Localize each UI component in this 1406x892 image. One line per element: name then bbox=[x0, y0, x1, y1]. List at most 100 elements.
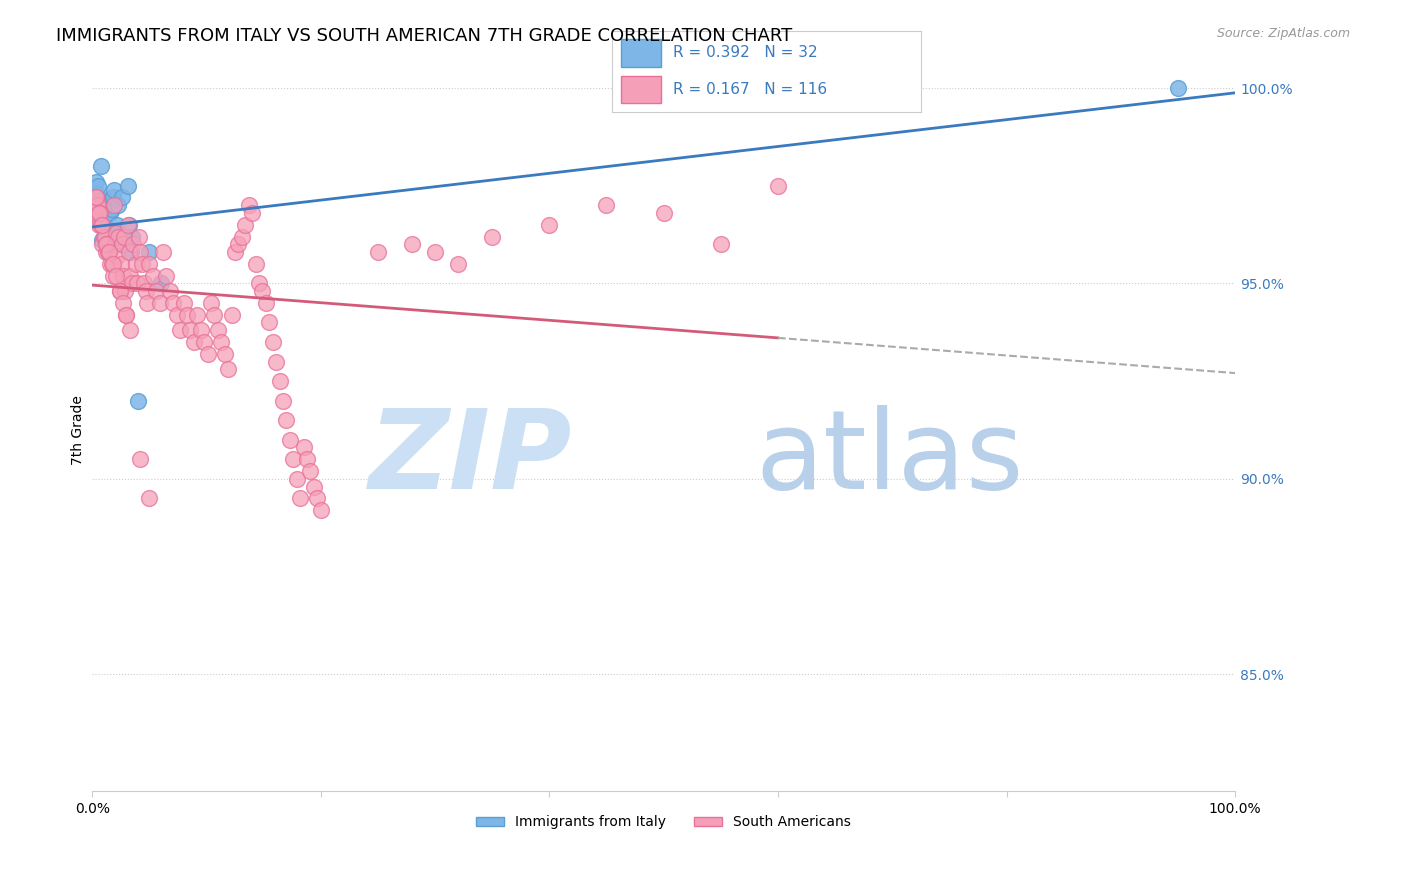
Point bbox=[207, 323, 229, 337]
Point bbox=[96, 241, 118, 255]
Point bbox=[112, 268, 135, 283]
Point bbox=[197, 347, 219, 361]
Point bbox=[233, 218, 256, 232]
Point bbox=[86, 186, 108, 201]
Point bbox=[105, 268, 128, 283]
Point bbox=[107, 198, 129, 212]
Point bbox=[87, 218, 110, 232]
Point bbox=[595, 198, 617, 212]
Point bbox=[100, 206, 122, 220]
Point bbox=[84, 190, 107, 204]
Point bbox=[254, 296, 277, 310]
Point bbox=[98, 245, 121, 260]
Point bbox=[86, 198, 108, 212]
Point bbox=[295, 452, 318, 467]
Point bbox=[112, 296, 135, 310]
Point bbox=[89, 194, 111, 209]
Point bbox=[135, 284, 157, 298]
Point bbox=[87, 206, 110, 220]
FancyBboxPatch shape bbox=[621, 39, 661, 67]
Point bbox=[103, 198, 125, 212]
Point bbox=[159, 284, 181, 298]
Point bbox=[117, 218, 139, 232]
Text: atlas: atlas bbox=[755, 405, 1024, 512]
Point bbox=[115, 308, 138, 322]
Point bbox=[538, 218, 561, 232]
Point bbox=[652, 206, 675, 220]
Point bbox=[283, 452, 305, 467]
Point bbox=[125, 277, 148, 291]
Point bbox=[200, 296, 222, 310]
Point bbox=[307, 491, 329, 506]
Point bbox=[285, 472, 308, 486]
Point bbox=[269, 374, 291, 388]
Point bbox=[121, 277, 143, 291]
Point bbox=[111, 190, 134, 204]
Point bbox=[101, 268, 124, 283]
Point bbox=[193, 334, 215, 349]
Point bbox=[423, 245, 446, 260]
Point bbox=[224, 245, 246, 260]
Point bbox=[108, 284, 131, 298]
Point bbox=[128, 229, 150, 244]
Point bbox=[118, 268, 141, 283]
Point bbox=[271, 393, 294, 408]
Point bbox=[96, 237, 118, 252]
Point bbox=[105, 249, 128, 263]
Point bbox=[447, 257, 470, 271]
Point bbox=[100, 257, 122, 271]
Point bbox=[98, 206, 121, 220]
Point bbox=[114, 237, 136, 252]
Point bbox=[238, 198, 260, 212]
Point bbox=[101, 190, 124, 204]
Point bbox=[108, 284, 131, 298]
Point bbox=[138, 257, 160, 271]
Point bbox=[112, 229, 135, 244]
Point bbox=[90, 159, 112, 173]
Point bbox=[94, 245, 117, 260]
Text: ZIP: ZIP bbox=[368, 405, 572, 512]
Point bbox=[87, 198, 110, 212]
Point bbox=[97, 221, 120, 235]
Point bbox=[309, 503, 332, 517]
Point bbox=[186, 308, 208, 322]
Point bbox=[91, 234, 114, 248]
Point bbox=[131, 257, 153, 271]
Point bbox=[217, 362, 239, 376]
Point bbox=[292, 441, 315, 455]
Point bbox=[104, 237, 127, 252]
Point bbox=[179, 323, 201, 337]
Point bbox=[204, 308, 226, 322]
Point bbox=[105, 226, 128, 240]
Point bbox=[1167, 81, 1189, 95]
Point bbox=[221, 308, 243, 322]
Point bbox=[162, 296, 184, 310]
Point bbox=[98, 245, 121, 260]
Point bbox=[100, 257, 122, 271]
Point bbox=[247, 277, 270, 291]
Point bbox=[118, 245, 141, 260]
Y-axis label: 7th Grade: 7th Grade bbox=[72, 395, 86, 465]
Point bbox=[240, 206, 263, 220]
Point bbox=[111, 237, 134, 252]
Point bbox=[259, 315, 281, 329]
Point bbox=[97, 245, 120, 260]
Point bbox=[138, 491, 160, 506]
Point bbox=[710, 237, 733, 252]
Point bbox=[101, 257, 124, 271]
Point bbox=[114, 284, 136, 298]
Point bbox=[290, 491, 312, 506]
Point bbox=[149, 277, 172, 291]
Point bbox=[183, 334, 205, 349]
Point bbox=[276, 413, 298, 427]
Point bbox=[302, 479, 325, 493]
Point bbox=[401, 237, 423, 252]
Point bbox=[91, 218, 114, 232]
Point bbox=[89, 206, 111, 220]
Point bbox=[129, 452, 152, 467]
Point bbox=[87, 214, 110, 228]
Point bbox=[112, 229, 135, 244]
Point bbox=[103, 183, 125, 197]
Point bbox=[120, 245, 142, 260]
Point bbox=[262, 334, 284, 349]
